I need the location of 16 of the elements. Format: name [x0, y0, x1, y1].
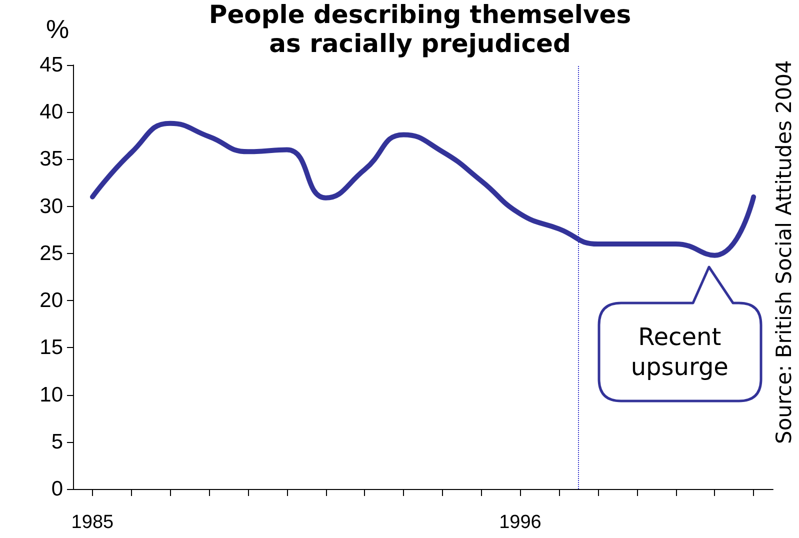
y-tick-label: 45 — [40, 54, 63, 76]
y-tick-label: 20 — [40, 289, 63, 312]
x-tick-label: 1996 — [499, 512, 542, 533]
y-tick-label: 30 — [40, 194, 63, 218]
y-tick-label: 35 — [40, 148, 63, 171]
y-tick-label: 25 — [40, 242, 63, 265]
annotation: Source: British Social Attitudes 2004 — [772, 60, 796, 444]
y-tick-label: 10 — [40, 383, 63, 406]
chart-title: People describing themselves as racially prejudiced — [208, 0, 632, 58]
annotation: Recent upsurge — [630, 322, 730, 384]
y-axis-title: % — [46, 14, 70, 45]
y-tick-label: 15 — [40, 336, 63, 360]
y-tick-label: 5 — [51, 430, 63, 454]
y-tick-label: 0 — [51, 478, 63, 500]
y-tick-label: 40 — [40, 100, 63, 124]
x-tick-label: 1985 — [71, 512, 114, 533]
